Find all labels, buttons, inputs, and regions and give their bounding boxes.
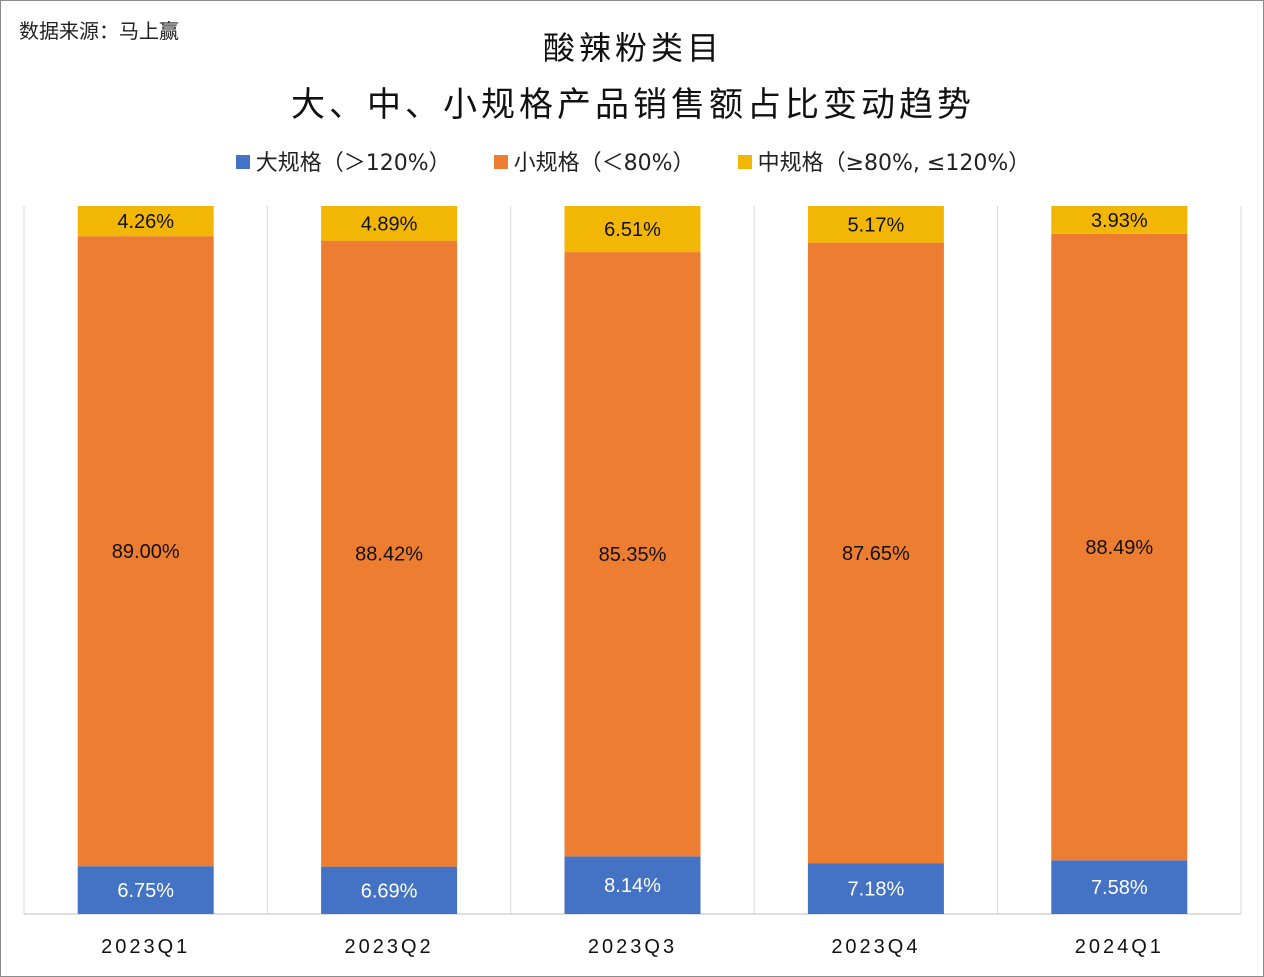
x-tick-label: 2024Q1: [1075, 936, 1164, 958]
legend-label-large: 大规格（＞120%）: [255, 151, 451, 176]
bar-small-2024Q1: [1051, 233, 1188, 861]
bar-medium-2023Q1: [77, 206, 214, 237]
chart-subtitle: 大、中、小规格产品销售额占比变动趋势: [291, 85, 975, 125]
data-label-medium-2023Q3: 6.51%: [604, 219, 661, 241]
legend-item-medium: 中规格（≥80%, ≤120%）: [737, 145, 1031, 177]
bar-medium-2023Q2: [321, 206, 458, 241]
legend-item-small: 小规格（＜80%）: [493, 145, 695, 177]
x-tick-label: 2023Q2: [345, 936, 434, 958]
x-tick-label: 2023Q3: [588, 936, 677, 958]
bar-small-2023Q1: [77, 236, 214, 867]
data-label-medium-2024Q1: 3.93%: [1091, 210, 1148, 232]
legend-item-large: 大规格（＞120%）: [235, 145, 451, 177]
bar-small-2023Q2: [321, 240, 458, 867]
data-label-large-2023Q3: 8.14%: [604, 875, 661, 897]
data-label-medium-2023Q2: 4.89%: [361, 213, 418, 235]
chart-title: 酸辣粉类目: [542, 29, 723, 67]
data-label-small-2024Q1: 88.49%: [1085, 537, 1153, 559]
data-label-large-2023Q2: 6.69%: [361, 880, 418, 902]
data-label-large-2023Q1: 6.75%: [117, 880, 174, 902]
bar-large-2023Q1: [77, 866, 214, 914]
bar-large-2023Q4: [807, 863, 944, 914]
legend-label-small: 小规格（＜80%）: [513, 151, 695, 176]
data-label-medium-2023Q4: 5.17%: [848, 214, 905, 236]
source-note: 数据来源：马上赢: [19, 19, 179, 43]
bar-large-2024Q1: [1051, 860, 1188, 914]
data-label-medium-2023Q1: 4.26%: [117, 211, 174, 233]
x-tick-label: 2023Q4: [831, 936, 920, 958]
legend-swatch-large: [235, 155, 250, 169]
data-label-small-2023Q1: 89.00%: [112, 541, 180, 563]
data-label-large-2024Q1: 7.58%: [1091, 877, 1148, 899]
bar-medium-2024Q1: [1051, 206, 1188, 234]
bar-large-2023Q2: [321, 866, 458, 914]
data-label-small-2023Q2: 88.42%: [355, 544, 423, 566]
data-label-large-2023Q4: 7.18%: [848, 879, 905, 901]
data-label-small-2023Q3: 85.35%: [599, 544, 667, 566]
legend-swatch-small: [493, 155, 508, 169]
bar-small-2023Q3: [564, 252, 701, 857]
bar-large-2023Q3: [564, 856, 701, 914]
legend: 大规格（＞120%） 小规格（＜80%） 中规格（≥80%, ≤120%）: [1, 145, 1263, 177]
data-label-small-2023Q4: 87.65%: [842, 543, 910, 565]
bar-medium-2023Q4: [807, 206, 944, 243]
bar-medium-2023Q3: [564, 206, 701, 253]
legend-swatch-medium: [737, 155, 752, 169]
legend-label-medium: 中规格（≥80%, ≤120%）: [757, 151, 1031, 176]
x-tick-label: 2023Q1: [101, 936, 190, 958]
bar-small-2023Q4: [807, 242, 944, 864]
